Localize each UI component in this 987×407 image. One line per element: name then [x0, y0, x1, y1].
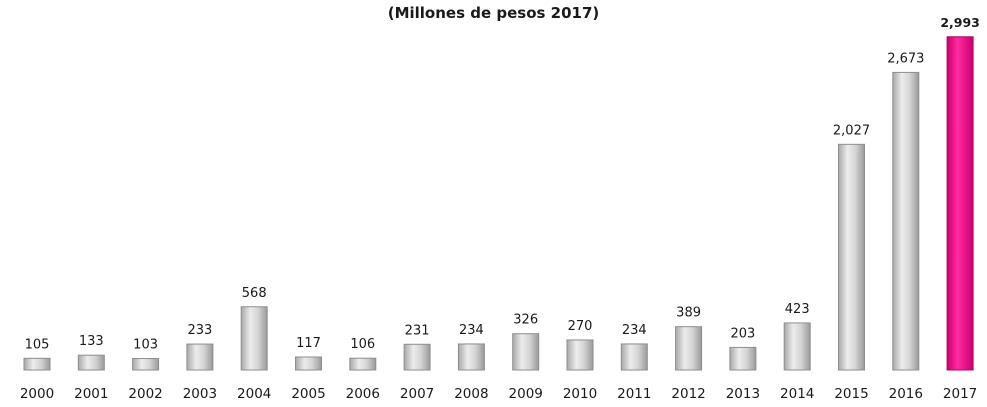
- bar-2003: [186, 343, 214, 371]
- category-label-2001: 2001: [74, 386, 108, 402]
- value-label-2016: 2,673: [887, 51, 924, 66]
- value-label-2001: 133: [79, 334, 104, 349]
- bar-2017: [946, 36, 974, 371]
- category-label-2012: 2012: [671, 386, 705, 402]
- bar-2015: [838, 143, 865, 371]
- bar-2005: [295, 356, 322, 371]
- category-label-2011: 2011: [617, 386, 651, 402]
- value-label-2014: 423: [785, 302, 810, 317]
- value-label-2009: 326: [513, 313, 538, 328]
- value-label-2017: 2,993: [940, 15, 980, 30]
- bar-2016: [892, 71, 920, 371]
- value-label-2007: 231: [405, 323, 430, 338]
- bar-2011: [620, 343, 648, 371]
- category-label-2005: 2005: [291, 386, 325, 402]
- value-label-2005: 117: [296, 336, 321, 351]
- category-label-2007: 2007: [400, 386, 434, 402]
- bar-2009: [512, 333, 540, 371]
- value-label-2011: 234: [622, 323, 647, 338]
- value-label-2015: 2,027: [833, 123, 870, 138]
- bar-2001: [77, 354, 105, 371]
- bars-group: [23, 36, 974, 371]
- category-label-2016: 2016: [889, 386, 923, 402]
- category-label-2000: 2000: [20, 386, 54, 402]
- category-label-2009: 2009: [509, 386, 543, 402]
- value-label-2003: 233: [187, 323, 212, 338]
- category-label-2013: 2013: [726, 386, 760, 402]
- category-label-2017: 2017: [943, 386, 977, 402]
- category-label-2003: 2003: [183, 386, 217, 402]
- value-labels-group: 105 133 103 233 568 117 106 231 234 326 270 234 389 2…: [25, 15, 980, 353]
- bar-2000: [23, 357, 51, 371]
- bar-2004: [240, 306, 268, 371]
- category-label-2006: 2006: [346, 386, 380, 402]
- bar-2014: [783, 322, 811, 371]
- value-label-2013: 203: [730, 326, 755, 341]
- chart-subtitle: (Millones de pesos 2017): [387, 4, 600, 22]
- value-label-2012: 389: [676, 306, 701, 321]
- value-label-2008: 234: [459, 323, 484, 338]
- value-label-2010: 270: [568, 319, 593, 334]
- bar-2002: [132, 358, 160, 371]
- category-labels-group: 2000 2001 2002 2003 2004 2005 2006 2007 2008 2009…: [20, 386, 977, 402]
- category-label-2014: 2014: [780, 386, 814, 402]
- category-label-2010: 2010: [563, 386, 597, 402]
- bar-2010: [566, 339, 594, 371]
- bar-2007: [403, 343, 431, 371]
- category-label-2015: 2015: [834, 386, 868, 402]
- value-label-2006: 106: [350, 337, 375, 352]
- bar-2008: [457, 343, 485, 371]
- value-label-2002: 103: [133, 338, 158, 353]
- value-label-2000: 105: [25, 337, 50, 352]
- bar-2012: [675, 326, 703, 371]
- category-label-2004: 2004: [237, 386, 271, 402]
- bar-2013: [729, 346, 757, 371]
- bar-2006: [349, 357, 377, 371]
- category-label-2008: 2008: [454, 386, 488, 402]
- value-label-2004: 568: [242, 286, 267, 301]
- category-label-2002: 2002: [128, 386, 162, 402]
